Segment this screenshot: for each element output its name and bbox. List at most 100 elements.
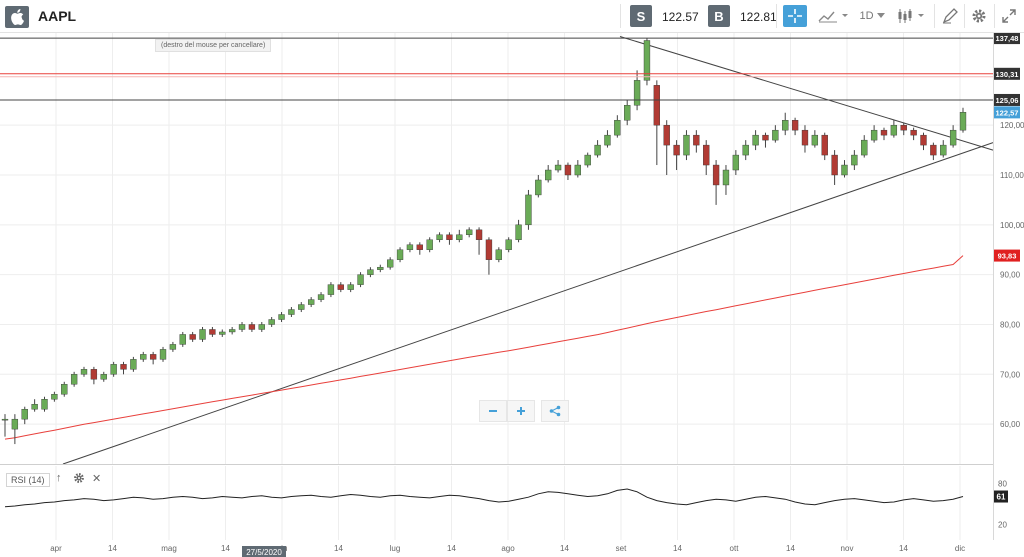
- candle: [505, 237, 512, 253]
- candle: [515, 219, 522, 243]
- candle: [278, 312, 285, 322]
- candle: [337, 282, 344, 293]
- crosshair-button[interactable]: [783, 5, 807, 27]
- buy-button[interactable]: B: [708, 5, 730, 27]
- candle-body: [791, 119, 799, 131]
- rsi-settings-button[interactable]: [73, 472, 85, 487]
- price-level-badge: [994, 106, 1020, 119]
- price-level-badge: [994, 67, 1020, 80]
- x-tick-label: 14: [786, 544, 795, 553]
- candle: [209, 326, 216, 337]
- candle: [199, 326, 206, 342]
- expand-icon: [1002, 9, 1016, 23]
- arrow-up-icon[interactable]: ↑: [56, 472, 62, 484]
- chart-type-button[interactable]: [816, 5, 850, 27]
- support-trendline: [62, 142, 994, 465]
- candle-body: [288, 309, 295, 315]
- candle-body: [268, 319, 275, 325]
- candle-body: [535, 179, 542, 196]
- toolbar-separator: [776, 4, 777, 28]
- settings-button[interactable]: [968, 5, 990, 27]
- apple-logo-icon: [5, 6, 29, 28]
- candle-body: [653, 85, 660, 126]
- candle: [140, 351, 147, 362]
- candle-body: [466, 229, 473, 235]
- x-tick-label: ott: [730, 544, 740, 553]
- candle: [80, 366, 88, 377]
- chevron-down-icon: [876, 13, 885, 18]
- candle: [920, 132, 927, 151]
- candle-body: [238, 324, 246, 330]
- zoom-in-button[interactable]: [507, 400, 535, 422]
- fullscreen-button[interactable]: [998, 5, 1020, 27]
- candle: [554, 160, 562, 173]
- candle-body: [387, 259, 394, 268]
- candle: [100, 371, 107, 382]
- candle-body: [11, 418, 19, 430]
- candle: [525, 189, 532, 230]
- candle: [900, 122, 907, 136]
- candle: [298, 302, 305, 313]
- candle: [120, 361, 127, 375]
- candle: [890, 120, 898, 138]
- price-levels: 137,48 130,31 125,06 122,57 93,83: [0, 32, 1020, 262]
- candle-body: [347, 284, 354, 290]
- candle: [910, 127, 917, 141]
- candle-body: [396, 249, 404, 260]
- candle-body: [317, 294, 325, 300]
- crosshair-icon: [788, 9, 802, 23]
- rsi-label[interactable]: RSI (14): [6, 473, 50, 487]
- candle: [673, 140, 680, 171]
- interval-selector[interactable]: 1D: [857, 5, 887, 27]
- rsi-line: [4, 488, 964, 508]
- interval-label: 1D: [859, 10, 874, 22]
- candle-body: [722, 169, 730, 186]
- rsi-tick-label: 80: [998, 480, 1007, 489]
- x-tick-label: 14: [447, 544, 456, 553]
- x-tick-label: ago: [501, 544, 515, 553]
- candle-body: [959, 112, 967, 131]
- pencil-icon: [942, 8, 958, 24]
- candle-body: [140, 354, 147, 360]
- candle: [870, 125, 878, 143]
- candle: [317, 292, 325, 303]
- candle: [535, 175, 542, 198]
- candle-body: [228, 329, 236, 333]
- candle: [387, 257, 394, 270]
- candle: [130, 356, 137, 372]
- candle-body: [130, 359, 137, 370]
- x-tick-label: 14: [560, 544, 569, 553]
- share-button[interactable]: [541, 400, 569, 422]
- price-level-label: 130,31: [996, 70, 1019, 79]
- candlestick-series: [1, 37, 967, 445]
- candle: [456, 229, 463, 243]
- candle-body: [614, 119, 621, 136]
- close-icon[interactable]: ✕: [92, 473, 102, 485]
- candle: [564, 162, 572, 180]
- candle-body: [475, 229, 483, 240]
- candle-body: [703, 144, 710, 166]
- buy-price: 122.81: [740, 10, 777, 24]
- y-tick-label: 80,00: [1000, 320, 1021, 329]
- candle-style-button[interactable]: [896, 5, 928, 27]
- candle: [801, 125, 809, 153]
- chart-tooltip: (destro del mouse per cancellare): [155, 39, 272, 52]
- candle-body: [693, 134, 700, 146]
- candle: [90, 366, 98, 385]
- zoom-out-button[interactable]: [479, 400, 507, 422]
- candle: [703, 140, 710, 176]
- candle: [851, 150, 858, 171]
- draw-tool-button[interactable]: [938, 5, 962, 27]
- candle: [21, 406, 28, 425]
- sell-button[interactable]: S: [630, 5, 652, 27]
- candle-body: [189, 334, 196, 340]
- candle: [604, 130, 611, 148]
- candle-body: [890, 124, 898, 136]
- candle-body: [426, 239, 433, 250]
- date-marker-label: 27/5/2020: [246, 548, 282, 557]
- candle: [495, 247, 502, 263]
- candle-body: [298, 304, 305, 310]
- trendlines: [62, 36, 994, 465]
- candle: [683, 130, 690, 161]
